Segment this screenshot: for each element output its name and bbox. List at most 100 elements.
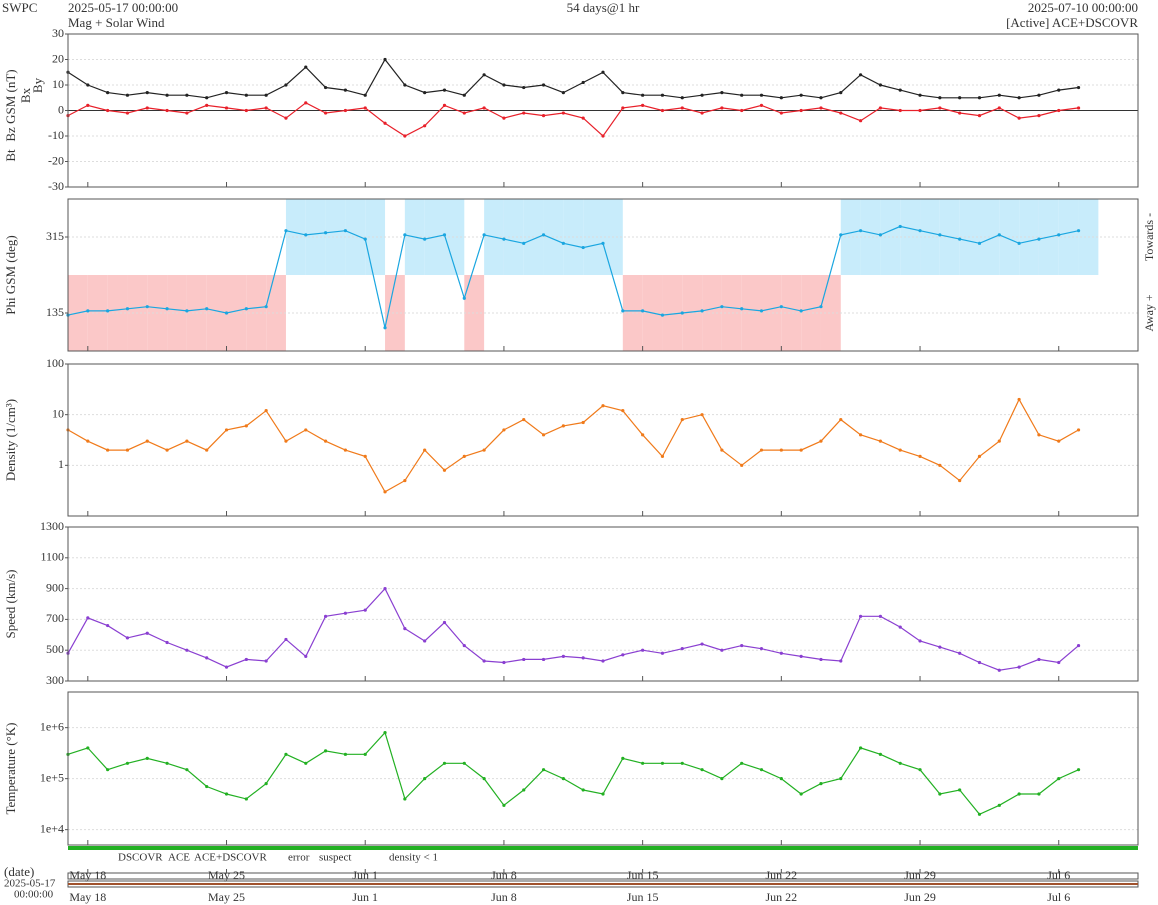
x-tick-label: May 18 [69,868,106,882]
data-point [502,428,506,432]
data-point [106,309,110,313]
data-point [482,233,486,237]
data-point [759,103,764,107]
data-point [621,653,625,657]
data-point [858,73,863,77]
data-point [541,768,546,772]
data-point [323,439,328,443]
data-point [601,134,605,138]
start-clock: 00:00:00 [14,889,54,901]
data-point [304,654,308,658]
series-line [67,398,1079,493]
y-tick-label: 1 [58,457,64,471]
data-point [86,103,90,107]
y-tick-label: 10 [52,77,64,91]
data-point [86,746,90,750]
data-point [839,659,843,663]
data-point [323,614,328,618]
panel-frame [67,198,1139,352]
data-point [1076,85,1081,90]
data-point [799,108,803,113]
data-point [938,463,942,467]
data-point [244,424,248,428]
sector-band [305,199,326,275]
data-point [205,448,209,452]
data-point [779,96,783,100]
data-point [1057,88,1061,92]
data-point [561,777,565,781]
panel-frame [67,33,1139,188]
y-tick-label: 315 [46,229,64,243]
data-point [720,106,724,110]
data-point [363,237,367,241]
data-point [858,746,863,750]
data-point [1037,657,1041,662]
legend-label: Bx [18,87,33,103]
y-tick-label: 500 [46,642,64,656]
data-point [1057,660,1061,665]
y-tick-label: -20 [48,153,64,167]
y-tick-label: 10 [52,406,64,420]
data-point [264,305,268,309]
date-label: (date) [4,864,34,879]
data-point [185,439,189,443]
data-point [839,417,843,422]
data-point [185,648,189,652]
sector-band [781,275,802,351]
data-point [224,792,229,796]
data-point [997,233,1001,237]
data-point [86,83,90,87]
data-point [759,93,764,97]
data-point [938,792,942,796]
data-point [601,70,605,74]
y-tick-label: 0 [58,102,64,116]
data-point [482,448,486,452]
status-bar [68,846,1138,850]
data-point [1076,768,1081,772]
data-point [581,80,585,85]
data-point [1076,106,1081,110]
data-point [106,623,110,628]
data-point [502,803,506,807]
axis-label: Bt [3,149,18,162]
data-point [442,468,447,472]
data-point [680,647,684,651]
data-point [482,659,486,663]
data-point [363,93,367,97]
sector-band [741,275,762,351]
data-point [700,111,704,115]
data-point [304,65,308,69]
data-point [462,296,466,300]
data-point [442,103,447,107]
data-point [423,639,427,643]
data-point [680,106,684,110]
sector-band [365,199,386,275]
data-point [462,454,466,459]
data-point [660,108,665,113]
data-point [958,651,962,655]
data-point [502,83,506,87]
y-tick-label: 900 [46,580,64,594]
data-point [145,106,149,110]
data-point [145,631,149,635]
data-point [125,93,130,97]
data-point [720,448,724,452]
data-point [740,307,744,311]
data-point [244,797,248,801]
data-point [125,448,130,452]
data-point [1017,116,1021,120]
data-point [1017,241,1021,245]
data-point [264,659,268,663]
data-point [284,116,288,120]
data-point [185,93,189,97]
data-point [1017,397,1021,402]
data-point [878,106,883,110]
data-point [462,93,466,97]
status-legend: error [288,852,310,864]
data-point [779,305,783,309]
data-point [86,309,90,313]
y-tick-label: -30 [48,179,64,193]
x-tick-label: Jun 1 [352,890,378,904]
data-point [462,643,466,648]
data-point [205,96,209,100]
